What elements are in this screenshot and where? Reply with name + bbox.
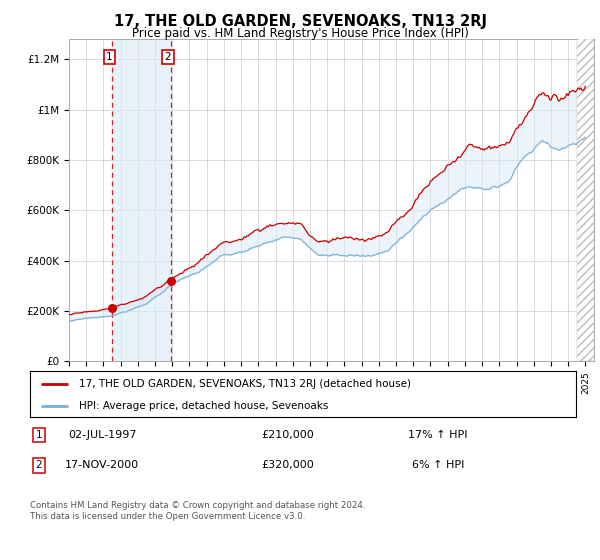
Text: 1: 1: [106, 52, 113, 62]
Text: 1: 1: [35, 430, 43, 440]
Text: 17, THE OLD GARDEN, SEVENOAKS, TN13 2RJ (detached house): 17, THE OLD GARDEN, SEVENOAKS, TN13 2RJ …: [79, 379, 411, 389]
Text: 2: 2: [35, 460, 43, 470]
Text: £210,000: £210,000: [262, 430, 314, 440]
Bar: [112, 39, 170, 361]
Text: £320,000: £320,000: [262, 460, 314, 470]
Text: HPI: Average price, detached house, Sevenoaks: HPI: Average price, detached house, Seve…: [79, 401, 329, 410]
Text: 17% ↑ HPI: 17% ↑ HPI: [408, 430, 468, 440]
Text: 6% ↑ HPI: 6% ↑ HPI: [412, 460, 464, 470]
Text: 17, THE OLD GARDEN, SEVENOAKS, TN13 2RJ: 17, THE OLD GARDEN, SEVENOAKS, TN13 2RJ: [113, 14, 487, 29]
Text: Contains HM Land Registry data © Crown copyright and database right 2024.
This d: Contains HM Land Registry data © Crown c…: [30, 501, 365, 521]
Text: Price paid vs. HM Land Registry's House Price Index (HPI): Price paid vs. HM Land Registry's House …: [131, 27, 469, 40]
Text: 2: 2: [164, 52, 171, 62]
Text: 02-JUL-1997: 02-JUL-1997: [68, 430, 136, 440]
Text: 17-NOV-2000: 17-NOV-2000: [65, 460, 139, 470]
